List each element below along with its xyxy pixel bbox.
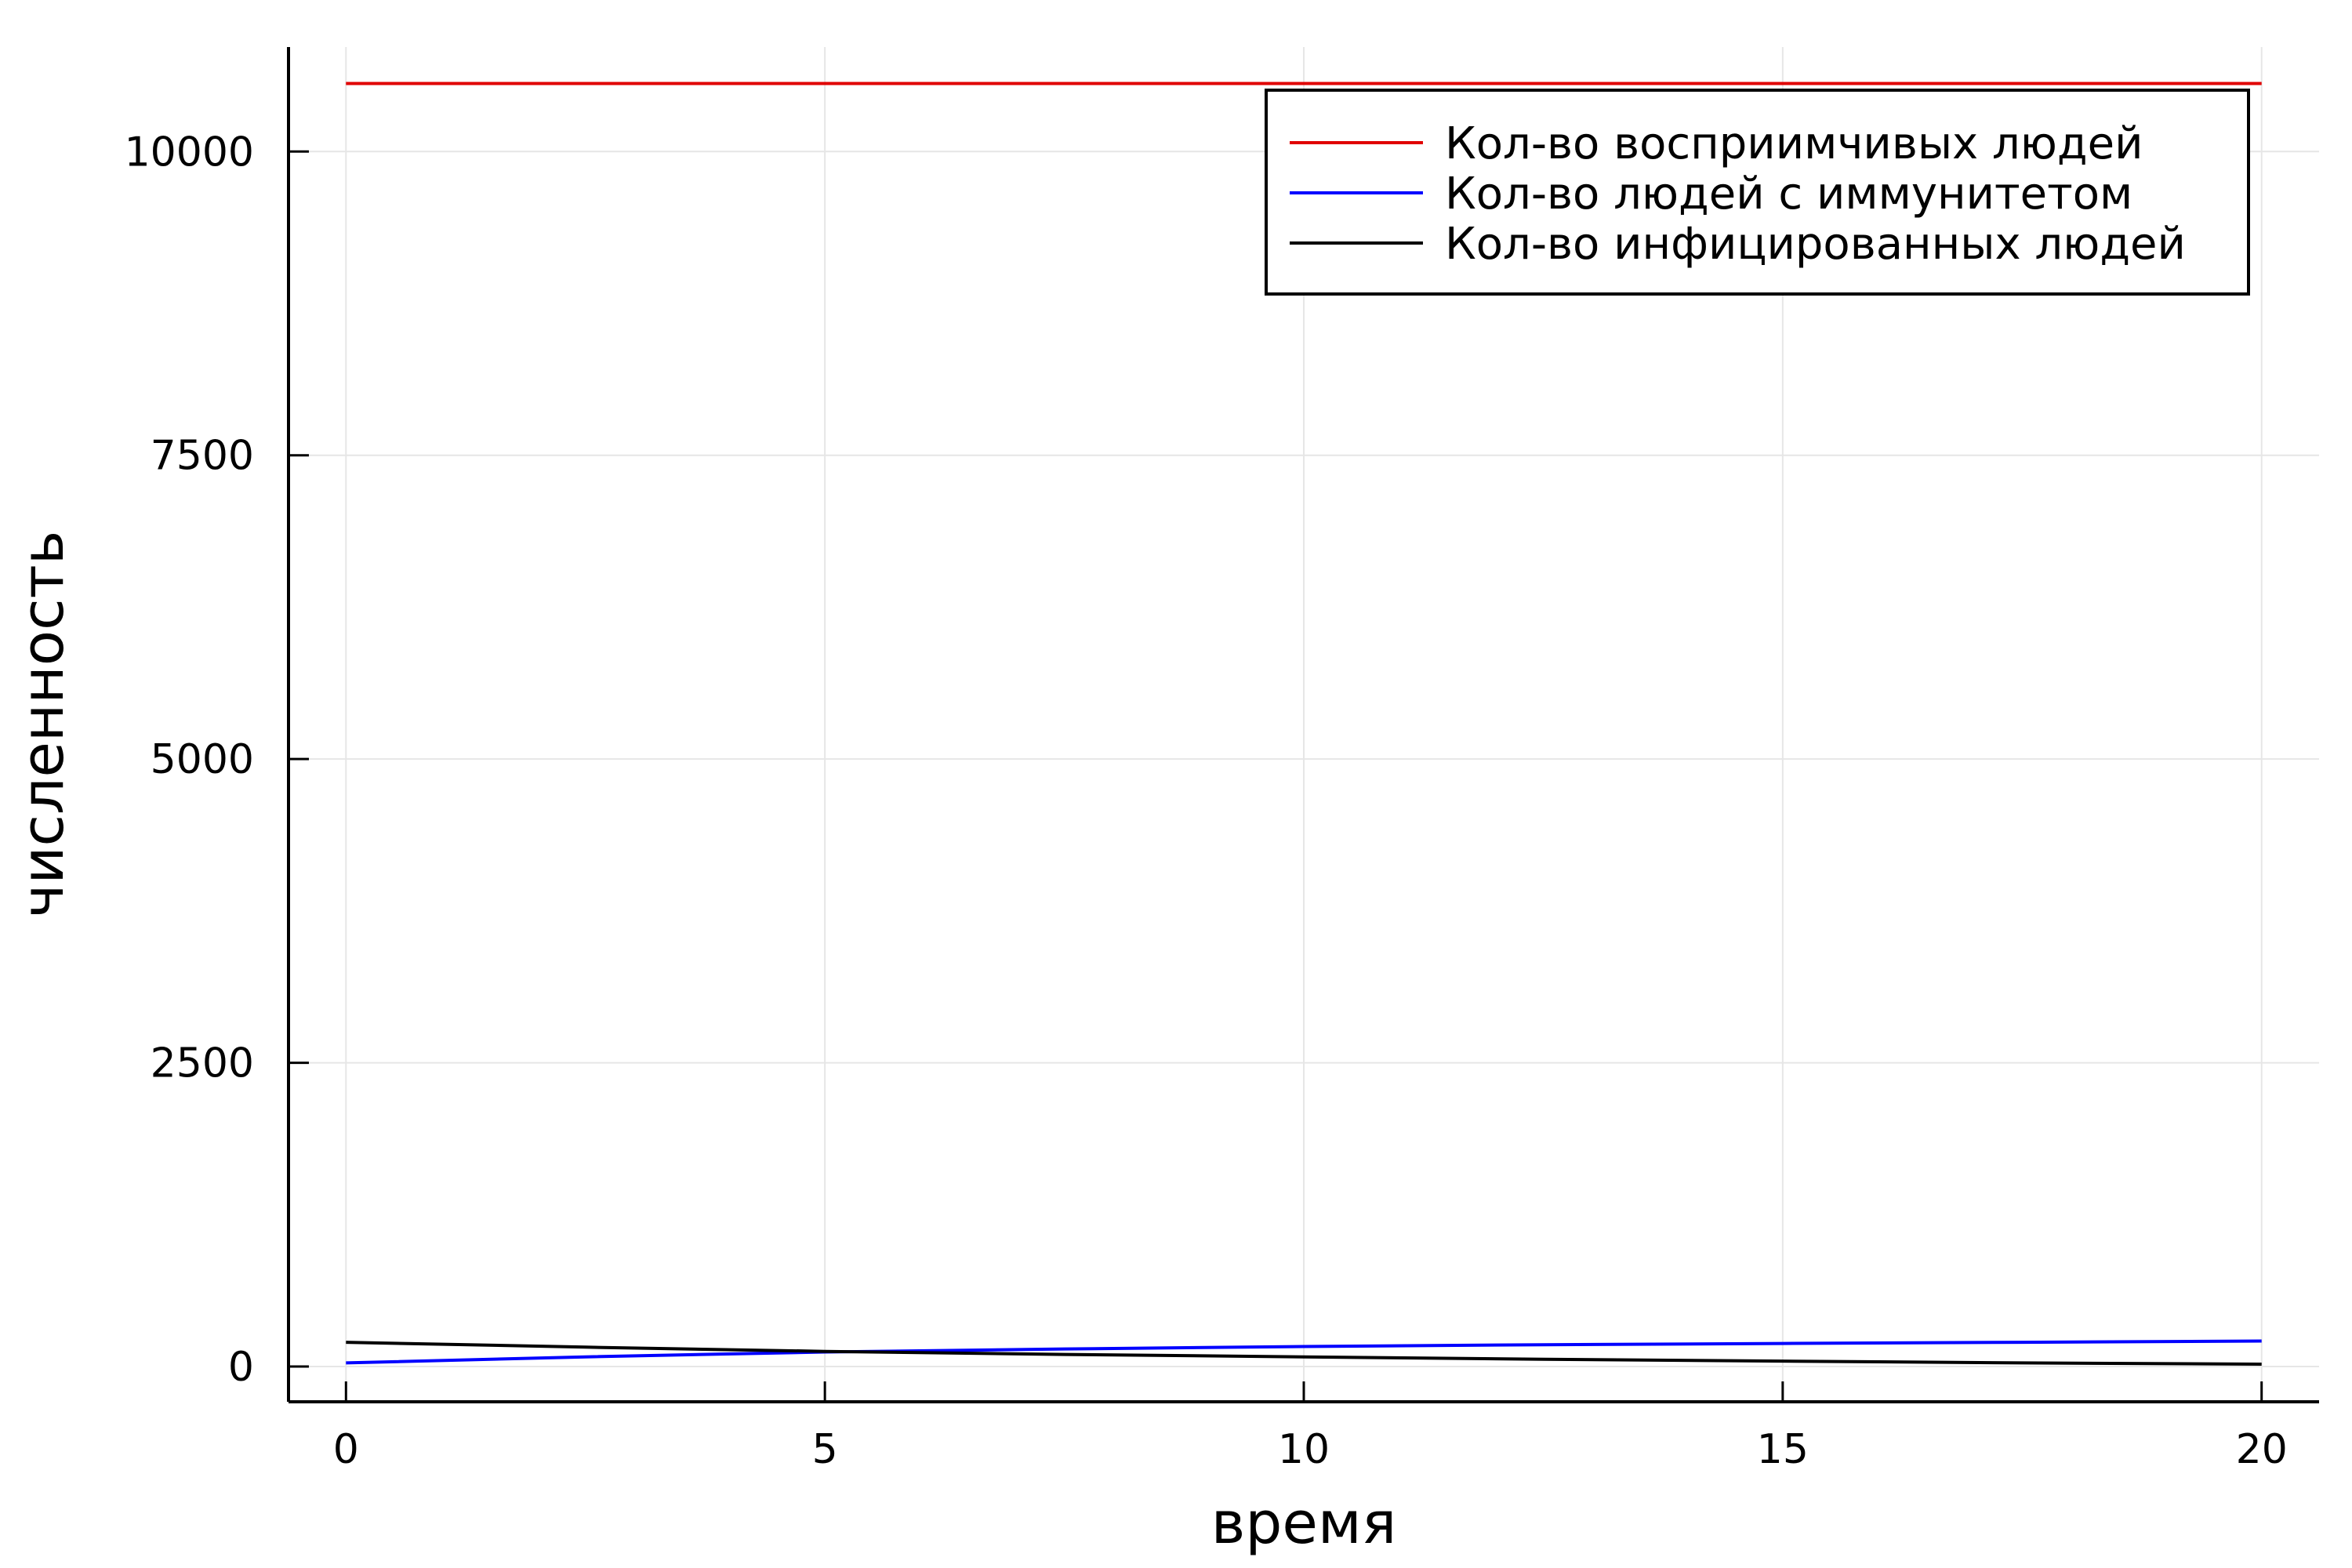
- series-line-1: [346, 1339, 2262, 1365]
- legend-box: [1265, 89, 2250, 296]
- x-tick-label: 15: [1757, 1426, 1809, 1473]
- legend-label-1: Кол-во людей с иммунитетом: [1445, 169, 2132, 220]
- y-tick-label: 7500: [151, 433, 254, 480]
- series-line-2: [346, 1341, 2262, 1366]
- y-axis-title: численность: [9, 531, 77, 919]
- y-tick-label: 10000: [125, 129, 254, 176]
- x-tick-label: 0: [333, 1426, 359, 1473]
- x-tick-label: 5: [812, 1426, 838, 1473]
- x-tick-label: 20: [2236, 1426, 2288, 1473]
- legend-label-2: Кол-во инфицированных людей: [1445, 219, 2186, 270]
- x-axis-title: время: [1211, 1490, 1396, 1557]
- legend-label-0: Кол-во восприимчивых людей: [1445, 118, 2143, 169]
- x-tick-label: 10: [1278, 1426, 1330, 1473]
- y-tick-label: 2500: [151, 1040, 254, 1087]
- series-layer: [346, 82, 2262, 1366]
- ticks: 0 5 10 15 20 0 2500 5000 7500 10000: [125, 129, 2288, 1473]
- y-tick-label: 0: [228, 1344, 254, 1391]
- y-tick-label: 5000: [151, 736, 254, 783]
